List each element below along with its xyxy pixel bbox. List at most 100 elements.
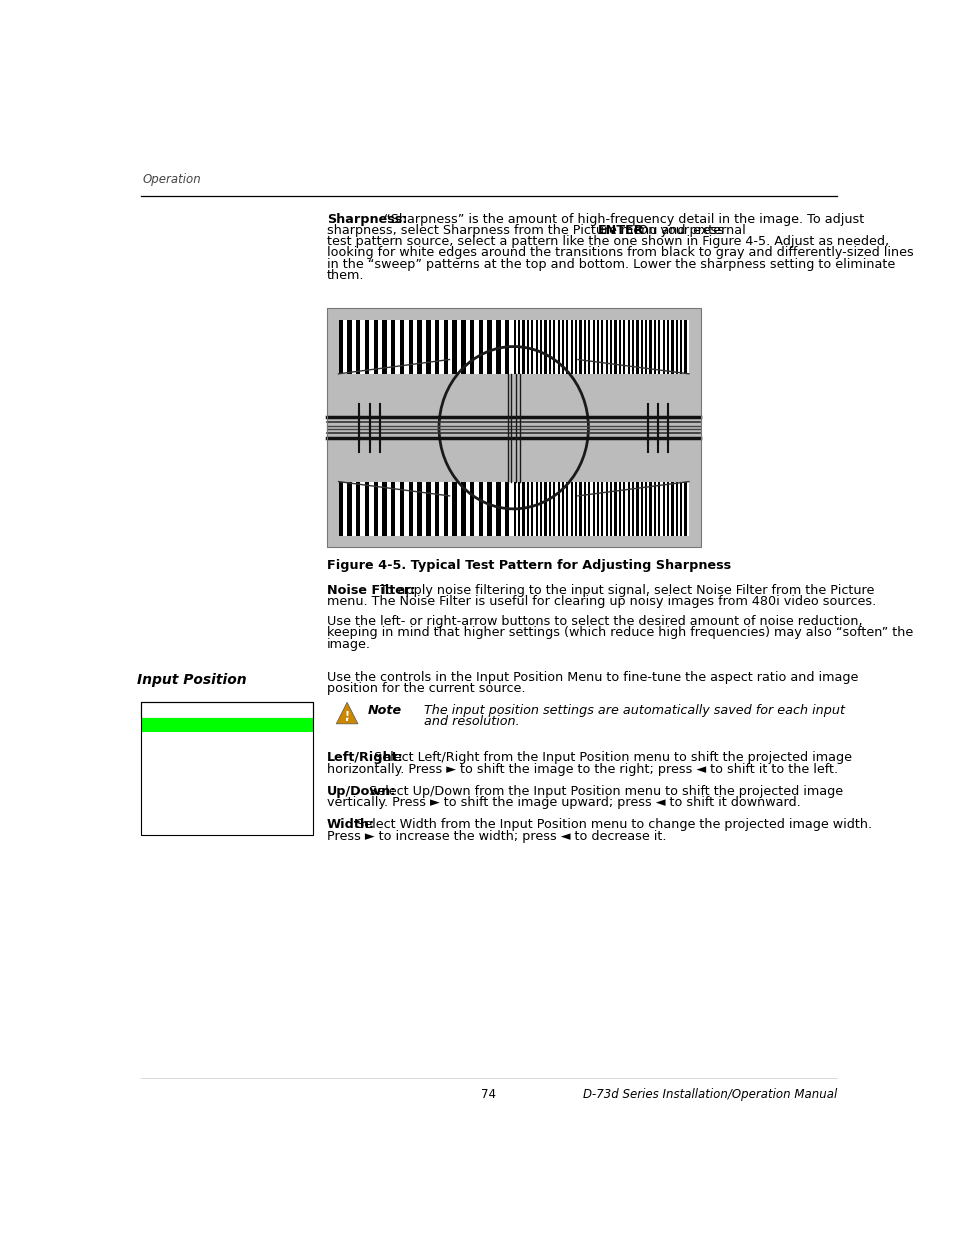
Bar [570,482,572,536]
Bar [597,482,598,536]
Bar [631,320,634,374]
Bar [614,482,616,536]
Bar [364,320,369,374]
Text: “Sharpness” is the amount of high-frequency detail in the image. To adjust: “Sharpness” is the amount of high-freque… [383,212,862,226]
Bar [374,320,377,374]
Bar [478,482,482,536]
Bar [597,320,598,374]
Bar [557,482,559,536]
Bar [636,482,638,536]
Bar [618,320,620,374]
Bar [583,482,585,536]
Text: Input Position: Input Position [137,673,247,687]
Bar [338,320,342,374]
Bar [631,482,634,536]
Bar [141,805,313,820]
Bar [374,482,377,536]
Bar [496,482,500,536]
Text: sharpness, select Sharpness from the Picture menu and press: sharpness, select Sharpness from the Pic… [327,224,727,237]
Bar [644,482,646,536]
Bar [478,320,482,374]
Text: image.: image. [327,637,371,651]
Bar [548,320,551,374]
Text: Select Width from the Input Position menu to change the projected image width.: Select Width from the Input Position men… [356,819,872,831]
Bar [517,482,519,536]
Bar [338,482,342,536]
Bar [141,790,313,805]
Bar [609,320,612,374]
Bar [417,482,421,536]
Text: Note: Note [367,704,401,716]
Bar [561,482,563,536]
Bar [522,320,524,374]
Text: Sharpness:: Sharpness: [327,212,407,226]
Bar [141,732,313,747]
Bar [504,320,509,374]
Text: Left/Right: Left/Right [145,720,202,734]
Bar [535,482,537,536]
Bar [382,482,386,536]
Bar [675,482,678,536]
Bar [399,320,404,374]
Bar [141,718,313,732]
Bar [570,320,572,374]
Bar [649,482,651,536]
Bar [531,482,533,536]
Text: Select Left/Right from the Input Position menu to shift the projected image: Select Left/Right from the Input Positio… [374,751,851,764]
Bar [141,777,313,790]
Bar [658,482,659,536]
Text: Tracking: Tracking [145,823,194,835]
Bar [443,320,448,374]
Text: Up/Down:: Up/Down: [327,785,395,798]
Bar [588,320,590,374]
Text: !: ! [344,710,350,721]
Bar [408,320,413,374]
Bar [452,482,456,536]
Bar [684,320,686,374]
Bar [658,320,659,374]
Text: menu. The Noise Filter is useful for clearing up noisy images from 480i video so: menu. The Noise Filter is useful for cle… [327,595,875,608]
Bar [679,482,681,536]
Text: Left/Right:: Left/Right: [327,751,403,764]
Bar [644,320,646,374]
Bar [600,320,603,374]
Bar [605,320,607,374]
Bar [609,482,612,536]
Bar [496,320,500,374]
Text: . On your external: . On your external [629,224,745,237]
Text: looking for white edges around the transitions from black to gray and differentl: looking for white edges around the trans… [327,246,913,259]
Text: Use the left- or right-arrow buttons to select the desired amount of noise reduc: Use the left- or right-arrow buttons to … [327,615,862,629]
Bar [600,482,603,536]
Text: Width:: Width: [327,819,375,831]
Bar [346,718,348,720]
Bar [522,482,524,536]
Bar [578,482,581,536]
Bar [618,482,620,536]
Bar [355,482,360,536]
Text: keeping in mind that higher settings (which reduce high frequencies) may also “s: keeping in mind that higher settings (wh… [327,626,912,640]
Bar [526,320,529,374]
Bar [649,320,651,374]
Bar [553,320,555,374]
Text: Operation: Operation [142,173,201,185]
Bar [539,482,541,536]
Bar [513,482,516,536]
Text: vertically. Press ► to shift the image upward; press ◄ to shift it downward.: vertically. Press ► to shift the image u… [327,797,800,809]
Bar [662,320,664,374]
Bar [544,320,546,374]
Text: The input position settings are automatically saved for each input: The input position settings are automati… [423,704,844,716]
Bar [671,482,673,536]
Text: D-73d Series Installation/Operation Manual: D-73d Series Installation/Operation Manu… [582,1088,836,1100]
Bar [470,320,474,374]
Text: Height: Height [145,764,184,777]
Bar [364,482,369,536]
Bar [653,320,656,374]
Bar [592,482,594,536]
Bar [487,320,492,374]
Bar [347,482,352,536]
Bar [141,747,313,762]
Bar [679,320,681,374]
Bar [435,482,438,536]
Text: To apply noise filtering to the input signal, select Noise Filter from the Pictu: To apply noise filtering to the input si… [379,584,873,597]
Bar [578,320,581,374]
